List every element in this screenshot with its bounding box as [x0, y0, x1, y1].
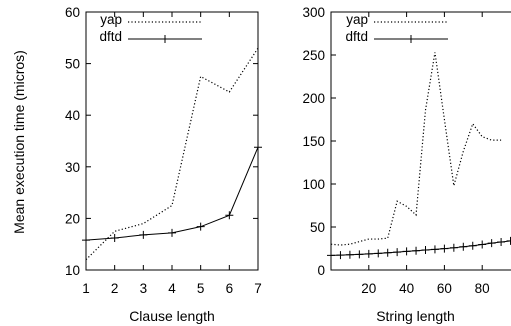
legend-label-dftd: dftd [345, 29, 368, 44]
legend-label-dftd: dftd [99, 29, 122, 44]
x-tick-label: 4 [168, 281, 176, 296]
data-point-dftd [412, 246, 421, 255]
series-line-yap [330, 52, 502, 246]
data-point-dftd [383, 248, 392, 257]
x-tick-label: 3 [140, 281, 148, 296]
y-tick-label: 60 [65, 5, 80, 20]
plot-frame [330, 11, 511, 271]
data-point-dftd [336, 251, 345, 260]
y-tick-label: 200 [302, 91, 325, 106]
data-point-dftd [478, 240, 487, 249]
y-axis-title: Mean execution time (micros) [11, 50, 27, 234]
chart-clause-length: 10 20 30 40 50 60 1 2 3 4 5 6 7 Clause length yap dftd [65, 5, 262, 324]
y-tick-label: 50 [65, 57, 80, 72]
data-point-dftd [345, 250, 354, 259]
x-tick-label: 60 [437, 281, 452, 296]
y-tick-label: 100 [302, 177, 325, 192]
y-tick-label: 30 [65, 160, 80, 175]
x-tick-label: 5 [197, 281, 205, 296]
y-tick-label: 250 [302, 48, 325, 63]
data-point-dftd [374, 249, 383, 258]
data-point-dftd [82, 236, 90, 245]
data-point-dftd [139, 230, 148, 239]
y-tick-label: 300 [302, 5, 325, 20]
data-point-dftd [364, 249, 373, 258]
data-point-dftd [225, 211, 234, 220]
data-point-dftd [393, 248, 402, 257]
data-point-dftd [497, 238, 506, 247]
y-tick-label: 10 [65, 263, 80, 278]
x-tick-label: 7 [254, 281, 262, 296]
x-tick-label: 6 [226, 281, 234, 296]
data-point-dftd [487, 239, 496, 248]
data-point-dftd [168, 228, 176, 237]
x-tick-label: 20 [361, 281, 376, 296]
legend-marker-dftd [407, 35, 415, 43]
data-point-dftd [355, 250, 364, 259]
data-point-dftd [196, 222, 205, 231]
x-tick-label: 2 [111, 281, 119, 296]
data-point-dftd [506, 236, 511, 245]
x-axis-title: Clause length [129, 308, 215, 324]
data-point-dftd [402, 247, 411, 256]
y-tick-label: 0 [317, 263, 325, 278]
y-tick-label: 50 [310, 220, 325, 235]
y-tick-label: 150 [302, 134, 325, 149]
x-tick-label: 80 [475, 281, 490, 296]
data-point-dftd [110, 234, 119, 243]
data-point-dftd [327, 251, 335, 260]
series-line-dftd [85, 146, 259, 241]
x-tick-label: 1 [82, 281, 90, 296]
data-point-dftd [468, 241, 477, 250]
data-point-dftd [421, 246, 430, 255]
legend-label-yap: yap [346, 12, 368, 27]
legend-label-yap: yap [100, 12, 122, 27]
x-tick-label: 40 [399, 281, 414, 296]
data-point-dftd [449, 243, 458, 252]
y-tick-label: 20 [65, 211, 80, 226]
series-line-yap [85, 47, 259, 261]
chart-string-length: 0 50 100 150 200 250 300 20 40 60 80 String length y… [302, 5, 511, 324]
data-point-dftd [254, 143, 262, 152]
y-tick-label: 40 [65, 108, 80, 123]
data-point-dftd [459, 242, 468, 251]
legend-marker-dftd [161, 35, 169, 43]
data-point-dftd [440, 244, 449, 253]
data-point-dftd [430, 245, 439, 254]
x-axis-title: String length [376, 308, 455, 324]
